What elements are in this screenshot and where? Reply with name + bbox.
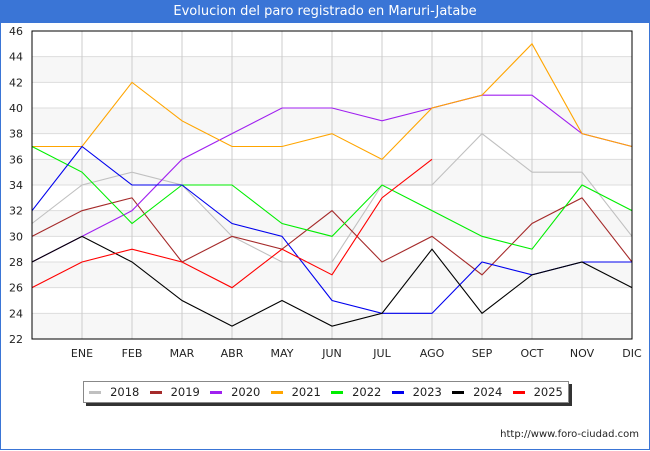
y-tick-label: 44: [9, 51, 23, 64]
series-line-2022: [31, 146, 633, 250]
x-tick-label: ABR: [221, 347, 244, 360]
series-line-2019: [31, 197, 633, 276]
legend-swatch: [270, 390, 283, 394]
y-tick-label: 40: [9, 102, 23, 115]
x-tick-label: JUL: [372, 347, 391, 360]
legend-label: 2021: [291, 385, 321, 399]
x-tick-label: MAR: [170, 347, 195, 360]
legend-item-2019: 2019: [149, 385, 200, 399]
x-tick-label: DIC: [622, 347, 642, 360]
y-tick-label: 42: [9, 76, 23, 89]
chart-title: Evolucion del paro registrado en Maruri-…: [1, 1, 649, 23]
legend-swatch: [452, 390, 465, 394]
legend-swatch: [512, 390, 525, 394]
legend-item-2023: 2023: [391, 385, 442, 399]
x-tick-label: SEP: [472, 347, 493, 360]
series-line-2020: [31, 94, 633, 263]
x-tick-label: OCT: [520, 347, 543, 360]
legend-swatch: [149, 390, 162, 394]
y-tick-label: 24: [9, 307, 23, 320]
legend-label: 2023: [412, 385, 442, 399]
legend-swatch: [331, 390, 344, 394]
legend-item-2022: 2022: [331, 385, 381, 399]
legend-label: 2019: [170, 385, 200, 399]
legend-label: 2018: [110, 385, 140, 399]
y-tick-label: 26: [9, 282, 23, 295]
series-line-2024: [31, 235, 633, 327]
x-axis-ticks: ENE FEB MAR ABR MAY JUN JUL AGO SEP OCT NOV DIC: [71, 347, 642, 360]
legend-label: 2024: [473, 385, 503, 399]
legend-swatch: [210, 390, 223, 394]
series-line-2018: [31, 132, 633, 263]
series-lines: [31, 42, 633, 327]
legend-label: 2020: [231, 385, 261, 399]
legend-swatch: [391, 390, 404, 394]
legend-item-2025: 2025: [512, 385, 563, 399]
legend-item-2021: 2021: [270, 385, 321, 399]
legend-item-2018: 2018: [89, 385, 139, 399]
legend-label: 2022: [352, 385, 382, 399]
y-tick-label: 32: [9, 205, 23, 218]
x-tick-label: ENE: [71, 347, 93, 360]
x-tick-label: MAY: [271, 347, 294, 360]
legend-swatch: [89, 390, 102, 394]
x-tick-label: AGO: [420, 347, 445, 360]
x-tick-label: NOV: [570, 347, 595, 360]
y-tick-label: 22: [9, 333, 23, 346]
legend-item-2024: 2024: [452, 385, 502, 399]
y-tick-label: 36: [9, 153, 23, 166]
y-tick-label: 34: [9, 179, 23, 192]
legend-item-2020: 2020: [210, 385, 260, 399]
y-axis-ticks: 22 24 26 28 30 32 34 36 38 40 42 44 46: [9, 25, 23, 346]
x-tick-label: FEB: [122, 347, 143, 360]
x-tick-label: JUN: [321, 347, 342, 360]
plot-frame: [31, 30, 633, 340]
y-tick-label: 38: [9, 128, 23, 141]
y-tick-label: 46: [9, 25, 23, 38]
y-tick-label: 28: [9, 256, 23, 269]
y-tick-label: 30: [9, 230, 23, 243]
source-url[interactable]: http://www.foro-ciudad.com: [500, 429, 639, 440]
series-line-2021: [32, 42, 633, 161]
series-line-2025: [31, 158, 433, 289]
legend: 2018 2019 2020 2021 2022 2023 2024 2025: [83, 381, 569, 403]
legend-label: 2025: [533, 385, 563, 399]
